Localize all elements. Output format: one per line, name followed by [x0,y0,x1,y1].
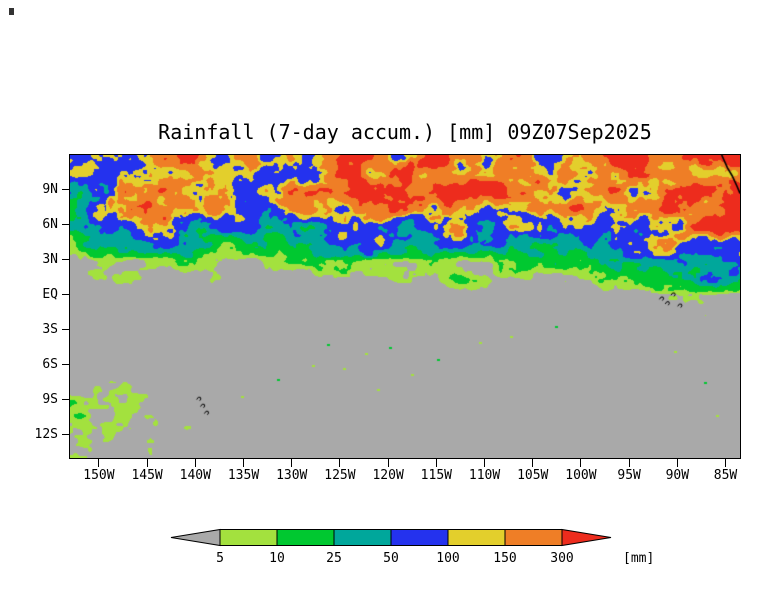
y-axis-tick-mark [62,294,70,296]
x-axis-tick-label: 125W [324,468,356,483]
x-axis-tick-mark [146,459,148,467]
y-axis-tick-mark [62,364,70,366]
colorbar-level-label: 300 [550,551,573,566]
colorbar-cell [276,529,335,546]
x-axis-tick-label: 115W [420,468,452,483]
y-axis-tick-label: 3N [42,251,58,267]
x-axis-tick-mark [580,459,582,467]
x-axis-tick-mark [676,459,678,467]
plot-title: Rainfall (7-day accum.) [mm] 09Z07Sep202… [158,120,652,144]
colorbar-left-arrow [170,528,221,547]
x-axis-tick-label: 95W [617,468,641,483]
colorbar-cell [504,529,563,546]
x-axis-tick-label: 105W [517,468,549,483]
colorbar-level-label: 50 [383,551,399,566]
x-axis-tick-label: 110W [468,468,501,483]
x-axis-tick-label: 85W [713,468,738,483]
y-axis-tick-label: 6N [42,216,58,232]
colorbar-cell [333,529,392,546]
colorbar-level-label: 10 [269,551,285,566]
y-axis-tick-mark [62,224,70,226]
x-axis-tick-mark [291,459,293,467]
x-axis-tick-mark [243,459,245,467]
y-axis-tick-label: 3S [42,321,58,337]
colorbar-cell [447,529,506,546]
y-axis-tick-mark [62,259,70,261]
x-axis-tick-mark [628,459,630,467]
x-axis-tick-label: 120W [372,468,404,483]
y-axis-tick-label: 12S [34,426,58,442]
colorbar-level-label: 25 [326,551,342,566]
colorbar-cell [219,529,278,546]
rainfall-raster-canvas [70,155,740,458]
colorbar-level-label: 100 [436,551,459,566]
x-axis-tick-label: 145W [131,468,163,483]
x-axis-tick-mark [194,459,196,467]
x-axis-tick-mark [484,459,486,467]
y-axis-tick-mark [62,434,70,436]
colorbar-cell [390,529,449,546]
y-axis-tick-label: 9N [42,181,58,197]
y-axis-tick-mark [62,189,70,191]
x-axis-tick-mark [98,459,100,467]
colorbar-units-label: [mm] [623,551,654,566]
x-axis-tick-mark [435,459,437,467]
x-axis-tick-mark [532,459,534,467]
map-plot-area [69,154,741,459]
colorbar-level-label: 150 [493,551,516,566]
y-axis-tick-label: 6S [42,356,58,372]
x-axis-tick-label: 130W [276,468,308,483]
y-axis-tick-label: 9S [42,391,58,407]
colorbar-level-label: 5 [216,551,224,566]
x-axis-tick-label: 100W [565,468,597,483]
y-axis-tick-mark [62,399,70,401]
x-axis-tick-label: 140W [179,468,211,483]
y-axis-tick-mark [62,329,70,331]
x-axis-tick-mark [339,459,341,467]
x-axis-tick-label: 150W [83,468,115,483]
x-axis-tick-label: 135W [227,468,260,483]
x-axis-tick-mark [387,459,389,467]
y-axis-tick-label: EQ [42,286,58,302]
x-axis-tick-mark [725,459,727,467]
x-axis-tick-label: 90W [665,468,690,483]
screen-corner-artifact [9,8,14,15]
colorbar-right-arrow [561,528,612,547]
colorbar-legend: 5 10 25 50 100 150 300 [mm] [170,528,654,566]
